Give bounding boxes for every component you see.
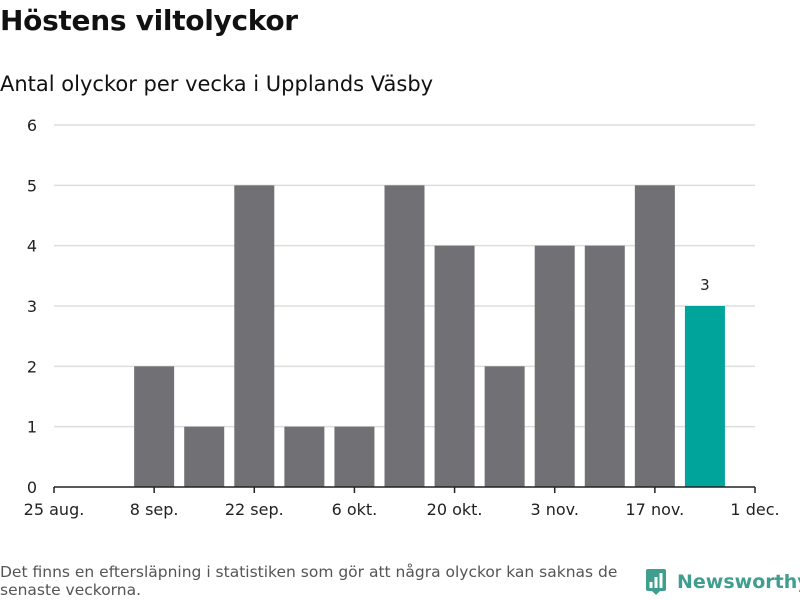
bar <box>484 366 525 487</box>
y-tick-label: 2 <box>27 357 37 376</box>
bar <box>434 245 475 487</box>
bar <box>634 185 675 488</box>
x-tick-label: 20 okt. <box>427 500 483 519</box>
x-tick-label: 1 dec. <box>730 500 779 519</box>
chart-subtitle: Antal olyckor per vecka i Upplands Väsby <box>0 72 434 96</box>
highlighted-bar <box>684 306 725 487</box>
bar <box>534 245 575 487</box>
bar-chart: 0 1 2 3 4 5 6 3 25 aug. 8 sep. 22 sep. 6 okt. 20 okt… <box>24 116 780 519</box>
bar <box>384 185 425 488</box>
x-tick-label: 3 nov. <box>530 500 579 519</box>
x-tick-label: 6 okt. <box>332 500 378 519</box>
bar-value-label: 3 <box>700 276 710 294</box>
newsworthy-logo-icon <box>646 569 666 595</box>
chart-title: Höstens viltolyckor <box>0 4 298 37</box>
bar <box>284 426 325 487</box>
x-tick-label: 8 sep. <box>130 500 179 519</box>
x-tick-label: 25 aug. <box>24 500 85 519</box>
logo-text: Newsworthy <box>677 571 800 593</box>
y-tick-label: 4 <box>27 237 37 256</box>
bar <box>584 245 625 487</box>
y-tick-label: 6 <box>27 116 37 135</box>
newsworthy-logo: Newsworthy <box>644 568 800 596</box>
x-tick-label: 17 nov. <box>626 500 685 519</box>
footnote: Det finns en eftersläpning i statistiken… <box>0 563 618 599</box>
y-tick-label: 0 <box>27 478 37 497</box>
y-tick-label: 5 <box>27 176 37 195</box>
bar <box>234 185 275 488</box>
y-tick-label: 1 <box>27 418 37 437</box>
y-tick-label: 3 <box>27 297 37 316</box>
bar <box>184 426 225 487</box>
bar <box>334 426 375 487</box>
x-tick-label: 22 sep. <box>225 500 284 519</box>
bar <box>134 366 175 487</box>
